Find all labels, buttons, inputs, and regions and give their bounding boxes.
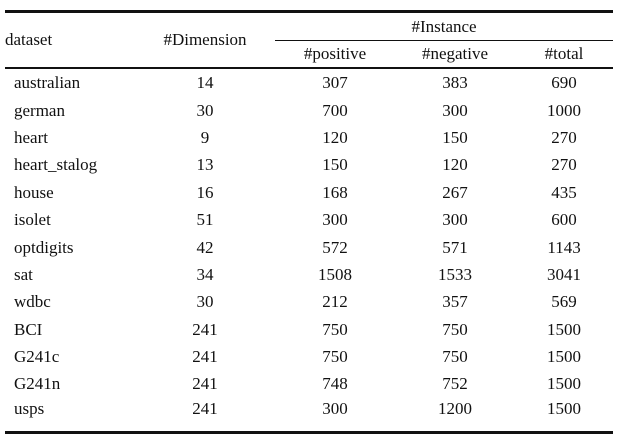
cell-dataset: wdbc (14, 292, 51, 312)
cell-negative: 571 (442, 237, 468, 257)
cell-dataset: german (14, 100, 65, 120)
cell-negative: 1200 (395, 397, 515, 434)
header-instance-group: #Instance (275, 10, 614, 41)
cell-positive: 748 (322, 374, 348, 394)
table-row: wdbc 30 212 357 569 (5, 288, 613, 315)
cell-positive: 1508 (318, 264, 352, 284)
cell-dimension: 13 (196, 155, 214, 175)
cell-negative: 267 (442, 182, 468, 202)
cell-negative: 752 (442, 374, 468, 394)
cell-dimension: 16 (196, 182, 214, 202)
cell-total: 3041 (547, 264, 582, 284)
cell-positive: 572 (322, 237, 348, 257)
cell-positive: 168 (322, 182, 348, 202)
cell-negative: 300 (442, 210, 468, 230)
cell-positive: 300 (322, 210, 348, 230)
cell-dataset: G241c (14, 347, 60, 367)
cell-dimension: 241 (192, 347, 218, 367)
cell-dimension: 34 (196, 264, 214, 284)
cell-dataset: usps (5, 397, 135, 434)
cell-negative: 357 (442, 292, 468, 312)
cell-dimension: 241 (135, 397, 275, 434)
cell-dataset: heart (14, 127, 48, 147)
cell-dataset: heart_stalog (14, 155, 98, 175)
cell-negative: 750 (442, 319, 468, 339)
cell-dimension: 241 (192, 374, 218, 394)
cell-dataset: isolet (14, 210, 51, 230)
table-row: usps 241 300 1200 1500 (5, 397, 614, 434)
cell-total: 690 (551, 73, 577, 93)
cell-dataset: sat (14, 264, 33, 284)
cell-negative: 383 (442, 73, 468, 93)
cell-total: 270 (551, 127, 577, 147)
table-row: australian 14 307 383 690 (5, 68, 613, 96)
cell-positive: 750 (322, 347, 348, 367)
table-row: heart_stalog 13 150 120 270 (5, 151, 613, 178)
header-total: #total (515, 40, 614, 69)
cell-dimension: 42 (196, 237, 214, 257)
cell-dimension: 14 (196, 73, 214, 93)
cell-negative: 150 (442, 127, 468, 147)
cell-positive: 120 (322, 127, 348, 147)
cell-dimension: 30 (196, 100, 214, 120)
table-row: heart 9 120 150 270 (5, 124, 613, 151)
cell-positive: 750 (322, 319, 348, 339)
cell-positive: 307 (322, 73, 348, 93)
cell-dimension: 30 (196, 292, 214, 312)
table-row: house 16 168 267 435 (5, 179, 613, 206)
cell-total: 1143 (547, 237, 581, 257)
cell-negative: 1533 (438, 264, 472, 284)
cell-dataset: house (14, 182, 54, 202)
header-negative: #negative (395, 40, 515, 69)
dataset-statistics-table: dataset #Dimension #Instance #positive #… (5, 10, 614, 434)
table-row: G241c 241 750 750 1500 (5, 343, 613, 370)
table-row: BCI 241 750 750 1500 (5, 316, 613, 343)
cell-positive: 700 (322, 100, 348, 120)
table-row: G241n 241 748 752 1500 (5, 370, 613, 397)
cell-total: 1500 (547, 347, 582, 367)
header-dimension: #Dimension (135, 10, 275, 69)
cell-total: 600 (551, 210, 577, 230)
cell-dimension: 241 (192, 319, 218, 339)
cell-negative: 300 (442, 100, 468, 120)
cell-positive: 212 (322, 292, 348, 312)
cell-negative: 120 (442, 155, 468, 175)
cell-dataset: optdigits (14, 237, 74, 257)
table-row: german 30 700 300 1000 (5, 96, 613, 123)
header-positive: #positive (275, 40, 395, 69)
header-dataset: dataset (5, 10, 135, 69)
cell-positive: 150 (322, 155, 348, 175)
cell-total: 435 (551, 182, 577, 202)
cell-dimension: 9 (200, 127, 210, 147)
cell-dataset: BCI (14, 319, 43, 339)
cell-dataset: australian (14, 73, 81, 93)
cell-negative: 750 (442, 347, 468, 367)
cell-dimension: 51 (196, 210, 214, 230)
cell-total: 270 (551, 155, 577, 175)
table-row: optdigits 42 572 571 1143 (5, 233, 613, 260)
cell-total: 569 (551, 292, 577, 312)
table-row: sat 34 1508 1533 3041 (5, 261, 613, 288)
cell-total: 1500 (547, 374, 582, 394)
cell-total: 1000 (547, 100, 582, 120)
cell-positive: 300 (275, 397, 395, 434)
cell-dataset: G241n (14, 374, 61, 394)
cell-total: 1500 (547, 319, 582, 339)
cell-total: 1500 (515, 397, 614, 434)
table-row: isolet 51 300 300 600 (5, 206, 613, 233)
